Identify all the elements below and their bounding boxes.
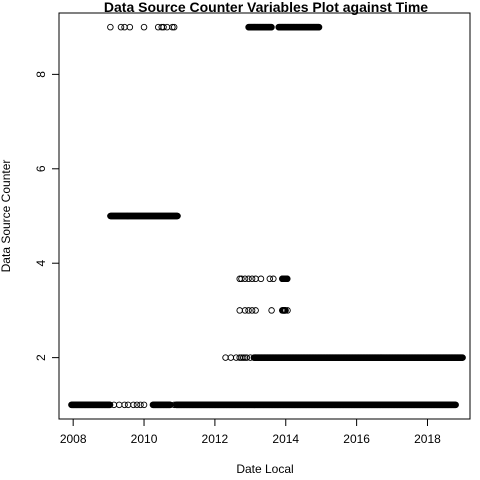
x-axis-label: Date Local — [236, 462, 293, 476]
x-tick-label: 2018 — [414, 432, 441, 446]
data-point — [248, 275, 256, 283]
data-point — [243, 354, 251, 361]
data-point — [238, 275, 245, 283]
data-point — [106, 401, 114, 409]
y-axis-label: Data Source Counter — [0, 160, 13, 273]
data-point — [245, 275, 252, 283]
data-point — [252, 275, 259, 283]
y-tick-label: 4 — [34, 260, 48, 267]
data-point — [284, 275, 291, 283]
data-point — [126, 23, 134, 31]
data-point — [280, 307, 288, 314]
chart-title: Data Source Counter Variables Plot again… — [104, 0, 428, 15]
x-tick-label: 2012 — [202, 432, 229, 446]
data-point — [222, 354, 229, 361]
data-point — [227, 354, 235, 361]
data-point — [160, 23, 167, 31]
data-point — [121, 23, 128, 31]
data-point — [268, 307, 275, 314]
data-point — [121, 401, 128, 409]
data-point — [130, 401, 137, 409]
data-point — [241, 275, 249, 283]
data-point — [241, 307, 249, 314]
data-points — [68, 23, 466, 409]
data-point — [252, 307, 259, 314]
data-point — [140, 23, 148, 31]
data-point — [174, 212, 181, 220]
y-axis: 2 4 6 8 — [34, 71, 60, 361]
data-point — [248, 307, 256, 314]
data-point — [137, 401, 144, 409]
data-point — [117, 23, 125, 31]
data-point — [169, 23, 176, 31]
data-point — [124, 401, 132, 409]
data-point — [268, 23, 275, 31]
data-point — [284, 307, 291, 314]
data-point — [315, 23, 323, 31]
data-point — [163, 23, 171, 31]
x-tick-label: 2010 — [131, 432, 158, 446]
y-tick-label: 8 — [34, 71, 48, 78]
y-tick-label: 6 — [34, 165, 48, 172]
data-point — [140, 401, 148, 409]
data-point — [270, 275, 277, 283]
data-point — [452, 401, 459, 409]
x-tick-label: 2014 — [272, 432, 299, 446]
data-point — [257, 275, 265, 283]
data-point — [133, 401, 141, 409]
y-tick-label: 2 — [34, 354, 48, 361]
data-point — [107, 23, 114, 31]
x-tick-label: 2016 — [343, 432, 370, 446]
x-axis: 2008 2010 2012 2014 2016 2018 — [60, 418, 441, 446]
data-point — [247, 354, 254, 361]
data-point — [115, 401, 123, 409]
data-point — [239, 354, 247, 361]
x-tick-label: 2008 — [60, 432, 87, 446]
data-point — [236, 307, 243, 314]
data-point — [245, 307, 252, 314]
data-point — [170, 23, 178, 31]
data-point — [266, 275, 274, 283]
data-point — [459, 354, 466, 361]
data-point — [170, 401, 178, 409]
